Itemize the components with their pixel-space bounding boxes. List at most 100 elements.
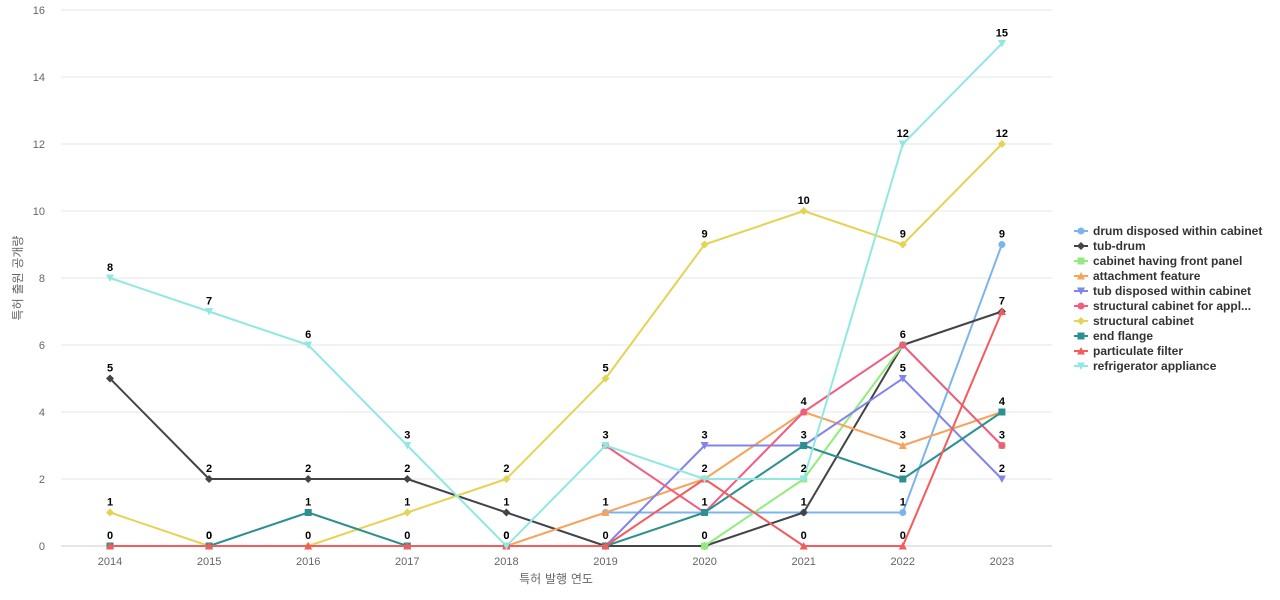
x-tick-label: 2023 xyxy=(990,556,1014,568)
data-point[interactable] xyxy=(403,442,412,450)
data-point[interactable] xyxy=(898,140,907,149)
series-lines xyxy=(106,40,1006,550)
data-point[interactable] xyxy=(403,542,412,550)
data-label: 2 xyxy=(900,463,906,475)
data-point[interactable] xyxy=(601,374,610,383)
x-tick-label: 2018 xyxy=(494,556,518,568)
y-tick-label: 0 xyxy=(39,541,45,553)
data-point[interactable] xyxy=(997,307,1006,316)
legend-item[interactable]: particulate filter xyxy=(1074,344,1183,358)
data-label: 9 xyxy=(900,229,906,241)
data-label: 0 xyxy=(602,530,608,542)
data-point[interactable] xyxy=(898,375,907,383)
data-point[interactable] xyxy=(898,240,907,249)
data-label: 2 xyxy=(702,463,708,475)
data-point[interactable] xyxy=(998,241,1006,248)
y-tick-label: 8 xyxy=(39,273,45,285)
data-point[interactable] xyxy=(799,508,808,517)
data-label: 2 xyxy=(503,463,509,475)
data-point[interactable] xyxy=(304,341,313,350)
data-point[interactable] xyxy=(205,475,214,483)
data-point[interactable] xyxy=(205,542,214,550)
data-point[interactable] xyxy=(403,508,412,517)
data-point[interactable] xyxy=(106,542,114,550)
data-label: 1 xyxy=(503,497,509,509)
data-point[interactable] xyxy=(106,508,114,517)
legend-item[interactable]: refrigerator appliance xyxy=(1074,359,1217,373)
data-point[interactable] xyxy=(701,509,709,516)
legend-label: structural cabinet xyxy=(1093,314,1194,328)
data-point[interactable] xyxy=(106,274,114,283)
y-tick-label: 10 xyxy=(33,206,45,218)
legend-item[interactable]: cabinet having front panel xyxy=(1074,254,1242,268)
data-point[interactable] xyxy=(502,475,511,483)
data-point[interactable] xyxy=(899,509,907,516)
data-point[interactable] xyxy=(502,508,511,517)
series-line xyxy=(110,311,1003,547)
data-point[interactable] xyxy=(106,374,114,383)
legend-item[interactable]: drum disposed within cabinet xyxy=(1074,224,1262,238)
data-point[interactable] xyxy=(700,442,709,450)
data-point[interactable] xyxy=(998,442,1006,449)
data-point[interactable] xyxy=(304,475,313,483)
data-label: 1 xyxy=(602,497,608,509)
data-point[interactable] xyxy=(799,207,808,215)
data-label: 0 xyxy=(404,530,410,542)
data-label: 0 xyxy=(702,530,708,542)
data-label: 1 xyxy=(702,497,708,509)
x-tick-label: 2021 xyxy=(791,556,815,568)
x-tick-label: 2015 xyxy=(197,556,221,568)
legend-marker[interactable] xyxy=(1077,287,1085,296)
data-point[interactable] xyxy=(799,542,808,550)
series-line xyxy=(109,42,1003,547)
legend-item[interactable]: structural cabinet for appl... xyxy=(1074,299,1251,313)
data-point[interactable] xyxy=(997,40,1006,48)
legend-marker[interactable] xyxy=(1077,332,1085,340)
legend-item[interactable]: tub disposed within cabinet xyxy=(1074,284,1251,298)
data-point[interactable] xyxy=(899,341,907,349)
x-axis-title: 특허 발행 연도 xyxy=(519,571,593,586)
data-point[interactable] xyxy=(898,441,907,450)
legend-marker[interactable] xyxy=(1077,302,1085,310)
data-point[interactable] xyxy=(403,475,412,483)
legend-item[interactable]: tub-drum xyxy=(1074,239,1146,253)
data-point[interactable] xyxy=(304,542,313,550)
data-point[interactable] xyxy=(601,542,610,550)
data-point[interactable] xyxy=(799,475,808,484)
legend[interactable]: drum disposed within cabinettub-drumcabi… xyxy=(1074,224,1262,373)
data-point[interactable] xyxy=(701,542,709,550)
data-point[interactable] xyxy=(205,308,214,316)
data-label: 1 xyxy=(801,497,807,509)
data-point[interactable] xyxy=(898,542,907,550)
data-point[interactable] xyxy=(700,475,709,484)
data-point[interactable] xyxy=(800,408,808,416)
data-label: 0 xyxy=(900,530,906,542)
data-point[interactable] xyxy=(601,508,610,517)
data-label: 8 xyxy=(107,262,113,274)
legend-marker[interactable] xyxy=(1077,227,1085,235)
data-point[interactable] xyxy=(997,140,1006,148)
legend-marker[interactable] xyxy=(1077,362,1085,371)
legend-marker[interactable] xyxy=(1077,272,1085,280)
legend-item[interactable]: attachment feature xyxy=(1074,269,1201,283)
data-label: 3 xyxy=(702,430,708,442)
data-label: 0 xyxy=(107,530,113,542)
legend-label: tub-drum xyxy=(1093,239,1146,253)
legend-marker[interactable] xyxy=(1077,347,1085,355)
data-point[interactable] xyxy=(998,408,1006,416)
data-point[interactable] xyxy=(304,509,312,516)
data-point[interactable] xyxy=(899,475,907,483)
legend-item[interactable]: end flange xyxy=(1074,329,1153,343)
legend-marker[interactable] xyxy=(1077,257,1085,265)
data-point[interactable] xyxy=(800,442,808,449)
legend-marker[interactable] xyxy=(1077,317,1085,325)
data-point[interactable] xyxy=(601,442,610,450)
data-point[interactable] xyxy=(502,542,511,551)
data-label: 5 xyxy=(602,363,608,375)
data-point[interactable] xyxy=(997,475,1006,484)
data-point[interactable] xyxy=(700,240,709,249)
legend-marker[interactable] xyxy=(1077,242,1085,250)
legend-item[interactable]: structural cabinet xyxy=(1074,314,1194,328)
